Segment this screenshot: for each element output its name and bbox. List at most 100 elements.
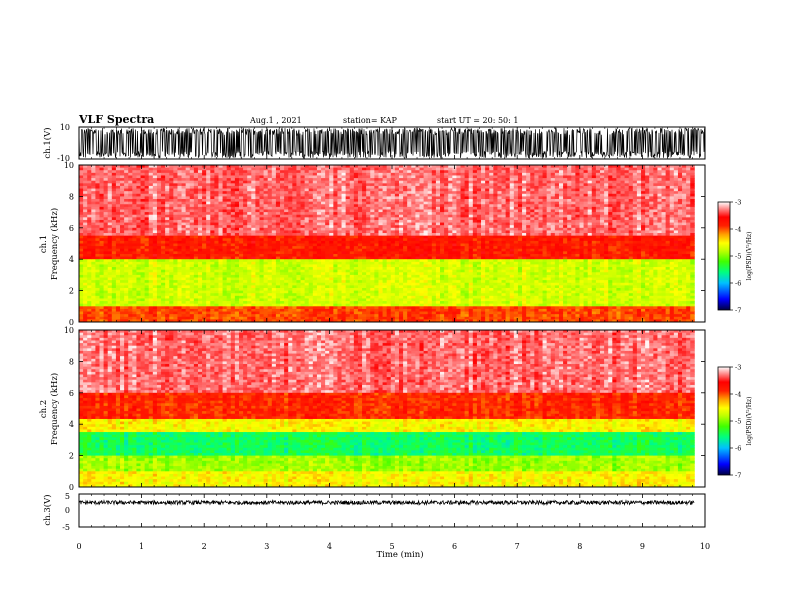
spectrogram-cell — [189, 222, 195, 226]
spectrogram-cell — [263, 191, 269, 195]
spectrogram-cell — [267, 301, 273, 305]
spectrogram-cell — [362, 253, 367, 257]
spectrogram-cell — [124, 180, 129, 184]
spectrogram-cell — [263, 178, 269, 182]
spectrogram-cell — [284, 175, 289, 179]
spectrogram-cell — [230, 214, 236, 218]
spectrogram-cell — [189, 301, 195, 305]
spectrogram-cell — [255, 293, 260, 297]
spectrogram-cell — [177, 261, 182, 265]
spectrogram-cell — [411, 248, 416, 252]
spectrogram-cell — [349, 280, 355, 284]
spectrogram-cell — [292, 267, 297, 271]
spectrogram-cell — [202, 306, 207, 310]
spectrogram-cell — [271, 209, 277, 213]
spectrogram-cell — [136, 253, 141, 257]
spectrogram-cell — [136, 293, 141, 297]
spectrogram-cell — [156, 277, 162, 281]
spectrogram-cell — [218, 206, 223, 210]
spectrogram-cell — [124, 261, 129, 265]
spectrogram-cell — [345, 185, 351, 189]
spectrogram-cell — [181, 170, 187, 174]
spectrogram-cell — [259, 191, 265, 195]
spectrogram-cell — [370, 308, 375, 312]
spectrogram-cell — [280, 259, 285, 263]
spectrogram-cell — [189, 191, 195, 195]
spectrogram-cell — [230, 196, 236, 200]
spectrogram-cell — [173, 311, 178, 315]
spectrogram-cell — [271, 306, 277, 310]
spectrogram-cell — [333, 277, 338, 281]
spectrogram-cell — [341, 204, 347, 208]
spectrogram-cell — [247, 185, 252, 189]
spectrogram-cell — [226, 240, 232, 244]
spectrogram-cell — [255, 193, 260, 197]
spectrogram-cell — [206, 201, 211, 205]
spectrogram-cell — [329, 277, 334, 281]
spectrogram-cell — [292, 264, 297, 268]
spectrogram-cell — [370, 219, 375, 223]
spectrogram-cell — [337, 295, 342, 299]
spectrogram-cell — [321, 201, 326, 205]
spectrogram-cell — [120, 243, 125, 247]
spectrogram-cell — [271, 227, 277, 231]
spectrogram-cell — [148, 269, 154, 273]
spectrogram-cell — [333, 209, 338, 213]
spectrogram-cell — [304, 206, 310, 210]
spectrogram-cell — [263, 233, 269, 237]
spectrogram-cell — [403, 222, 408, 226]
spectrogram-cell — [362, 178, 367, 182]
spectrogram-cell — [107, 217, 113, 221]
spectrogram-cell — [91, 314, 96, 318]
spectrogram-cell — [177, 293, 182, 297]
spectrogram-cell — [214, 290, 219, 294]
spectrogram-cell — [214, 243, 219, 247]
spectrogram-cell — [296, 217, 301, 221]
spectrogram-cell — [132, 167, 137, 171]
spectrogram-cell — [197, 175, 203, 179]
spectrogram-cell — [91, 217, 96, 221]
spectrogram-cell — [321, 295, 326, 299]
spectrogram-cell — [210, 282, 215, 286]
spectrogram-cell — [333, 264, 338, 268]
spectrogram-cell — [103, 167, 109, 171]
spectrogram-cell — [321, 240, 326, 244]
spectrogram-cell — [177, 235, 182, 239]
spectrogram-cell — [362, 280, 367, 284]
spectrogram-cell — [271, 233, 277, 237]
spectrogram-cell — [333, 311, 338, 315]
spectrogram-cell — [222, 285, 228, 289]
spectrogram-cell — [275, 308, 281, 312]
spectrogram-cell — [353, 267, 359, 271]
spectrogram-cell — [222, 306, 228, 310]
spectrogram-cell — [271, 251, 277, 255]
spectrogram-cell — [169, 227, 174, 231]
spectrogram-cell — [398, 285, 404, 289]
spectrogram-cell — [181, 196, 187, 200]
spectrogram-cell — [341, 295, 347, 299]
spectrogram-cell — [366, 227, 371, 231]
spectrogram-cell — [308, 170, 314, 174]
spectrogram-cell — [247, 240, 252, 244]
spectrogram-cell — [386, 165, 392, 169]
spectrogram-cell — [120, 295, 125, 299]
spectrogram-cell — [386, 227, 392, 231]
spectrogram-cell — [140, 196, 146, 200]
spectrogram-cell — [136, 306, 141, 310]
spectrogram-cell — [181, 264, 187, 268]
spectrogram-cell — [128, 199, 133, 203]
spectrogram-cell — [161, 196, 166, 200]
spectrogram-cell — [284, 206, 289, 210]
spectrogram-cell — [275, 295, 281, 299]
spectrogram-cell — [378, 201, 383, 205]
spectrogram-cell — [353, 287, 359, 291]
spectrogram-cell — [144, 253, 150, 257]
spectrogram-cell — [128, 209, 133, 213]
spectrogram-cell — [398, 225, 404, 229]
spectrogram-cell — [132, 191, 137, 195]
spectrogram-cell — [95, 219, 100, 223]
spectrogram-cell — [148, 319, 154, 323]
spectrogram-cell — [300, 180, 306, 184]
spectrogram-cell — [403, 303, 408, 307]
spectrogram-cell — [271, 243, 277, 247]
